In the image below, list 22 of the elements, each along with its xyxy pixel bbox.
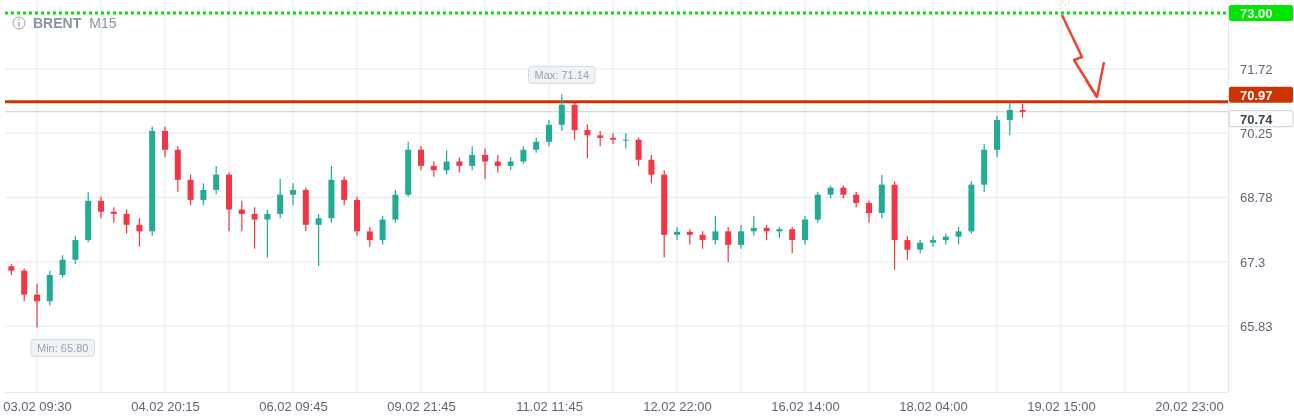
- x-tick-label: 12.02 22:00: [643, 399, 712, 415]
- x-tick-label: 18.02 04:00: [899, 399, 968, 415]
- annotation: Max: 71.14: [534, 68, 590, 81]
- y-tick-label: 70.25: [1240, 125, 1273, 141]
- y-tick-label: 67.3: [1240, 254, 1266, 270]
- y-tick-label: 65.83: [1240, 318, 1273, 334]
- x-tick-label: 11.02 11:45: [516, 399, 583, 415]
- ref-line-label: 70.97: [1240, 87, 1273, 103]
- y-tick-label: 68.78: [1240, 189, 1273, 205]
- ref-line-label: 73.00: [1240, 6, 1273, 22]
- x-tick-label: 20.02 23:00: [1155, 399, 1224, 415]
- ref-line-label: 70.74: [1240, 111, 1274, 127]
- x-tick-label: 09.02 21:45: [387, 399, 456, 415]
- annotation: Min: 65.80: [37, 341, 89, 354]
- x-tick-label: 06.02 09:45: [259, 399, 328, 415]
- x-tick-label: 04.02 20:15: [131, 399, 200, 415]
- text: BRENT: [33, 15, 82, 31]
- x-tick-label: 16.02 14:00: [771, 399, 840, 415]
- x-tick-label: 03.02 09:30: [3, 399, 72, 415]
- x-tick-label: 19.02 15:00: [1027, 399, 1096, 415]
- y-tick-label: 71.72: [1240, 61, 1273, 77]
- text: M15: [89, 15, 117, 31]
